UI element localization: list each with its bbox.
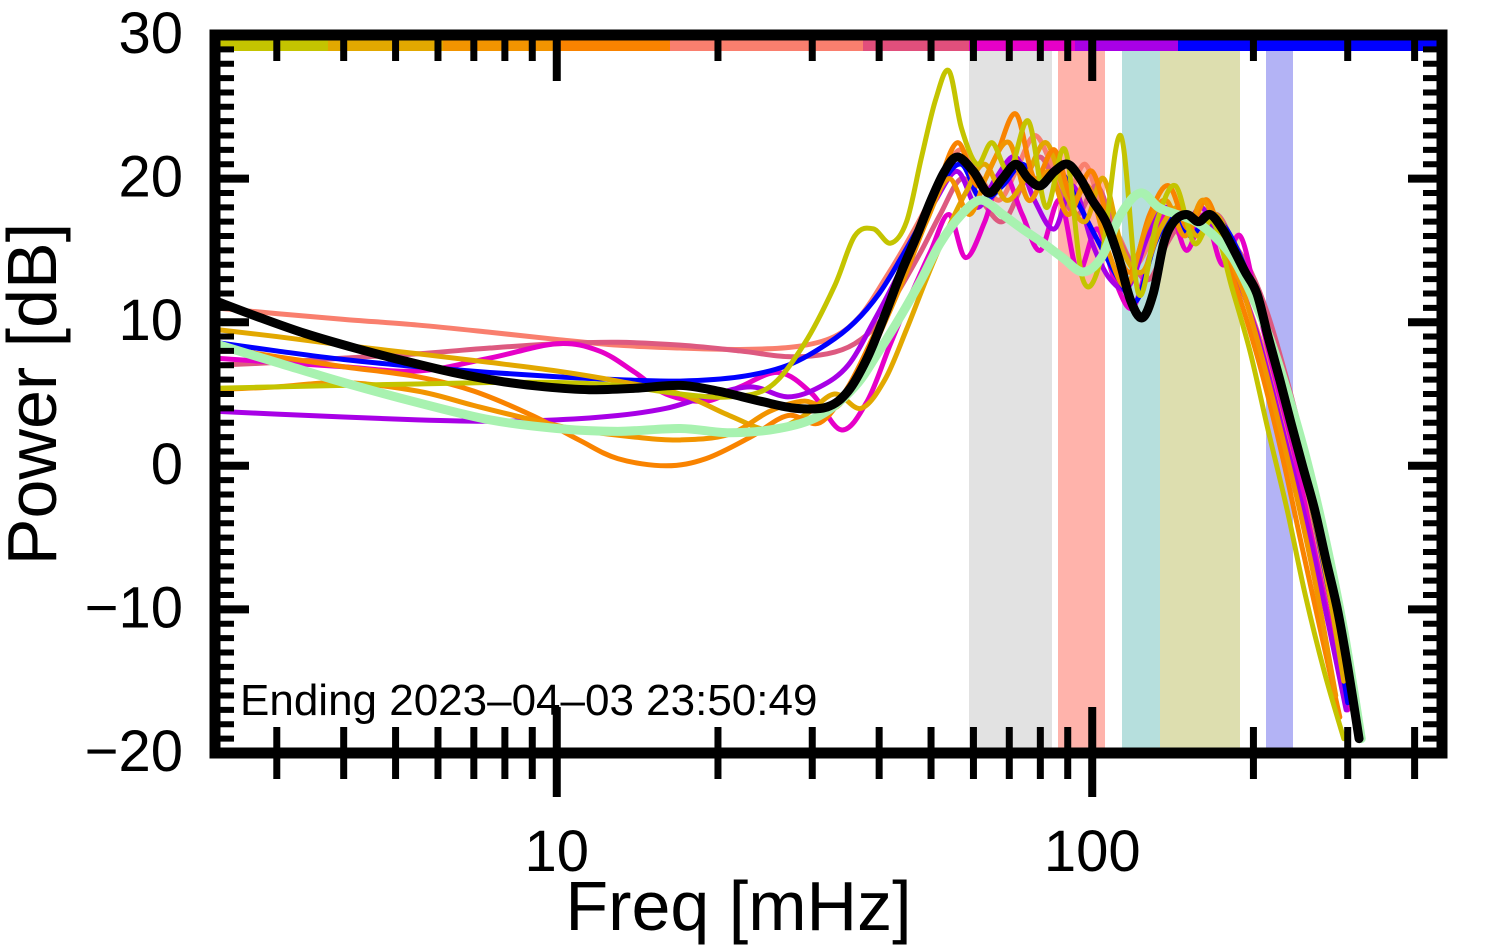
colorbar-segment-magenta [969,38,1075,51]
colorbar-segment-blue [1178,38,1437,51]
colorbar-segment-gold [328,38,443,51]
ticks-layer [215,31,1442,797]
y-tick-label: 20 [118,145,183,210]
plot-annotation: Ending 2023–04–03 23:50:49 [240,676,817,725]
x-axis-label: Freq [mHz] [565,867,911,945]
series-mean-spectrum [215,152,1364,744]
y-axis-label: Power [dB] [0,223,71,565]
series-layer [215,67,1366,744]
colorbar-segment-yellow-olive [215,38,328,51]
band-teal [1122,51,1160,753]
y-tick-label: 10 [118,288,183,353]
y-tick-label: 0 [151,432,183,497]
x-tick-label: 10 [525,819,590,884]
y-tick-label: 30 [118,1,183,66]
x-tick-label: 100 [1044,819,1141,884]
colorbar-segment-crimson-pink [863,38,969,51]
colorbar-segment-purple [1075,38,1178,51]
band-khaki [1160,51,1240,753]
colorbar-segment-orange [556,38,670,51]
labels-layer: −20 −10 0 10 20 30 10 100 Freq [mHz] Power [dB] En… [0,1,1141,945]
y-tick-label: −10 [85,575,183,640]
y-tick-label: −20 [85,719,183,784]
series-spectrum-olive [215,67,1347,742]
